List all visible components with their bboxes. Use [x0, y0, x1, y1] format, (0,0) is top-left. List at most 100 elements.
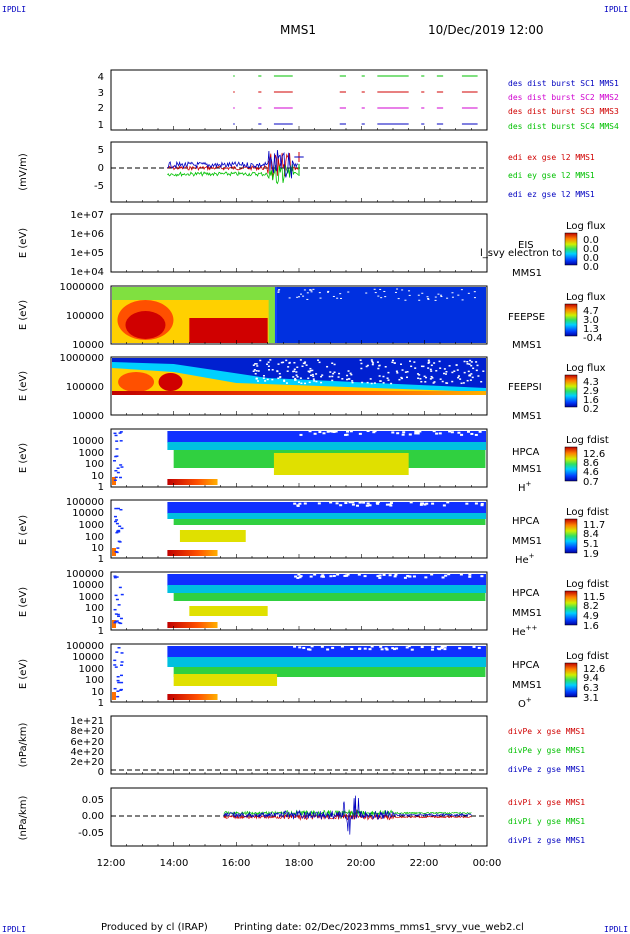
eis-ytick-2: 1e+06	[70, 229, 104, 240]
hpca-edge-speck	[113, 460, 117, 462]
feepsi-speck	[451, 371, 454, 374]
hpca-edge-speck	[113, 515, 117, 518]
colorbar-hpca-he-v4: 1.9	[583, 549, 599, 560]
hpca-he-ytick-1: 100000	[66, 497, 104, 508]
feepsi-speck	[370, 359, 373, 361]
feepse-speck	[373, 288, 376, 290]
feepsi-speck	[259, 359, 262, 362]
colorbar-hpca-he: Log fdist 11.7 8.4 5.1 1.9	[564, 507, 609, 560]
hpca-edge-speck	[118, 525, 122, 528]
burst-ytick-4: 4	[98, 72, 104, 83]
hpca-speck	[409, 501, 413, 504]
hpca-edge-speck	[114, 666, 118, 668]
colorbar-hpca-h-title: Log fdist	[566, 435, 609, 446]
feepsi-speck	[253, 369, 256, 371]
feepse-speck	[440, 296, 443, 298]
hpca-green-band	[173, 667, 486, 677]
hpca-speck	[321, 575, 325, 578]
hpca-speck	[448, 430, 452, 433]
feepsi-speck	[420, 380, 423, 383]
feepsi-speck	[347, 378, 350, 380]
hpca-he2-ylabel: E (eV)	[18, 587, 29, 617]
feepsi-speck	[425, 376, 428, 379]
feepse-speck	[421, 292, 424, 294]
feepsi-speck	[278, 372, 281, 375]
feepsi-speck	[390, 382, 393, 385]
hpca-speck	[444, 574, 448, 577]
feepse-speck	[434, 299, 437, 301]
hpca-edge-speck	[116, 547, 120, 549]
colorbar-feepse: Log flux 4.7 3.0 1.3 -0.4	[564, 292, 606, 344]
panel-efield: 5 0 -5 (mV/m) edi ex gse l2 MMS1 edi ey …	[18, 141, 595, 203]
xtick-14: 14:00	[160, 858, 189, 869]
hpca-speck	[430, 573, 434, 576]
feepsi-speck	[417, 377, 420, 380]
feepsi-ytick-2: 100000	[66, 382, 104, 393]
hpca-speck	[380, 648, 384, 651]
feepsi-speck	[361, 381, 364, 384]
hpca-speck	[358, 432, 362, 435]
hpca-edge-speck	[114, 613, 118, 615]
feepsi-speck	[285, 359, 288, 362]
feepse-speck	[427, 298, 430, 300]
feepse-mms-label: MMS1	[512, 340, 542, 351]
hpca-o-mms-label: MMS1	[512, 680, 542, 691]
corner-label-top-right: IPDLI	[604, 5, 628, 14]
feepsi-speck	[332, 372, 335, 375]
hpca-speck	[370, 645, 374, 648]
panel-divpi: 0.05 0.00 -0.05 (nPa/km) divPi x gse MMS…	[18, 787, 585, 847]
colorbar-eis-v1: 0.0	[583, 235, 599, 246]
hpca-speck	[440, 645, 444, 648]
hpca-speck	[336, 573, 340, 576]
feepsi-speck	[427, 361, 430, 364]
feepsi-speck	[318, 361, 321, 364]
hpca-speck	[321, 574, 325, 577]
hpca-speck	[297, 573, 301, 576]
feepse-speck	[277, 291, 280, 293]
hpca-speck	[443, 648, 447, 651]
feepsi-speck	[430, 364, 433, 367]
hpca-speck	[368, 648, 372, 651]
hpca-h-ytick-5: 1	[98, 482, 104, 493]
hpca-speck	[385, 648, 389, 651]
hpca-edge-speck	[115, 651, 119, 653]
hpca-left-edge	[112, 620, 116, 628]
hpca-o-ytick-3: 1000	[79, 664, 104, 675]
hpca-edge-speck	[117, 615, 121, 618]
feepsi-speck	[469, 379, 472, 381]
feepse-label: FEEPSE	[508, 312, 545, 323]
hpca-speck	[296, 576, 300, 579]
burst-legend-1: des dist burst SC1 MMS1	[508, 79, 619, 88]
feepse-ytick-1: 1000000	[59, 282, 104, 293]
eis-ytick-4: 1e+04	[70, 267, 104, 278]
feepsi-speck	[320, 375, 323, 378]
efield-ylabel: (mV/m)	[18, 153, 29, 191]
hpca-edge-speck	[114, 620, 118, 623]
colorbar-hpca-o: Log fdist 12.6 9.4 6.3 3.1	[564, 651, 609, 704]
feepse-speck	[347, 291, 350, 293]
hpca-h-ytick-4: 10	[91, 471, 104, 482]
hpca-speck	[477, 646, 481, 649]
feepsi-speck	[393, 362, 396, 364]
feepsi-speck	[312, 378, 315, 380]
feepsi-speck	[285, 382, 288, 384]
feepsi-speck	[293, 370, 296, 372]
hpca-edge-speck	[113, 608, 117, 611]
feepsi-speck	[255, 370, 258, 372]
feepsi-speck	[482, 370, 485, 372]
hpca-edge-speck	[117, 647, 121, 649]
feepsi-speck	[406, 370, 409, 373]
hpca-edge-speck	[113, 432, 117, 435]
panel-hpca-h: 10000 1000 100 10 1 E (eV) HPCA MMS1 H+	[18, 428, 542, 494]
feepsi-speck	[378, 375, 381, 377]
hpca-yellow-band	[173, 674, 278, 686]
feepsi-speck	[328, 375, 331, 378]
eis-ytick-3: 1e+05	[70, 248, 104, 259]
colorbar-feepse-v2: 3.0	[583, 315, 599, 326]
hpca-speck	[447, 573, 451, 576]
hpca-speck	[442, 504, 446, 507]
feepse-speck	[383, 290, 386, 292]
colorbar-feepse-v3: 1.3	[583, 324, 599, 335]
feepsi-speck	[313, 380, 316, 382]
panel-divpe: 1e+21 8e+20 6e+20 4e+20 2e+20 0 (nPa/km)…	[18, 715, 585, 778]
